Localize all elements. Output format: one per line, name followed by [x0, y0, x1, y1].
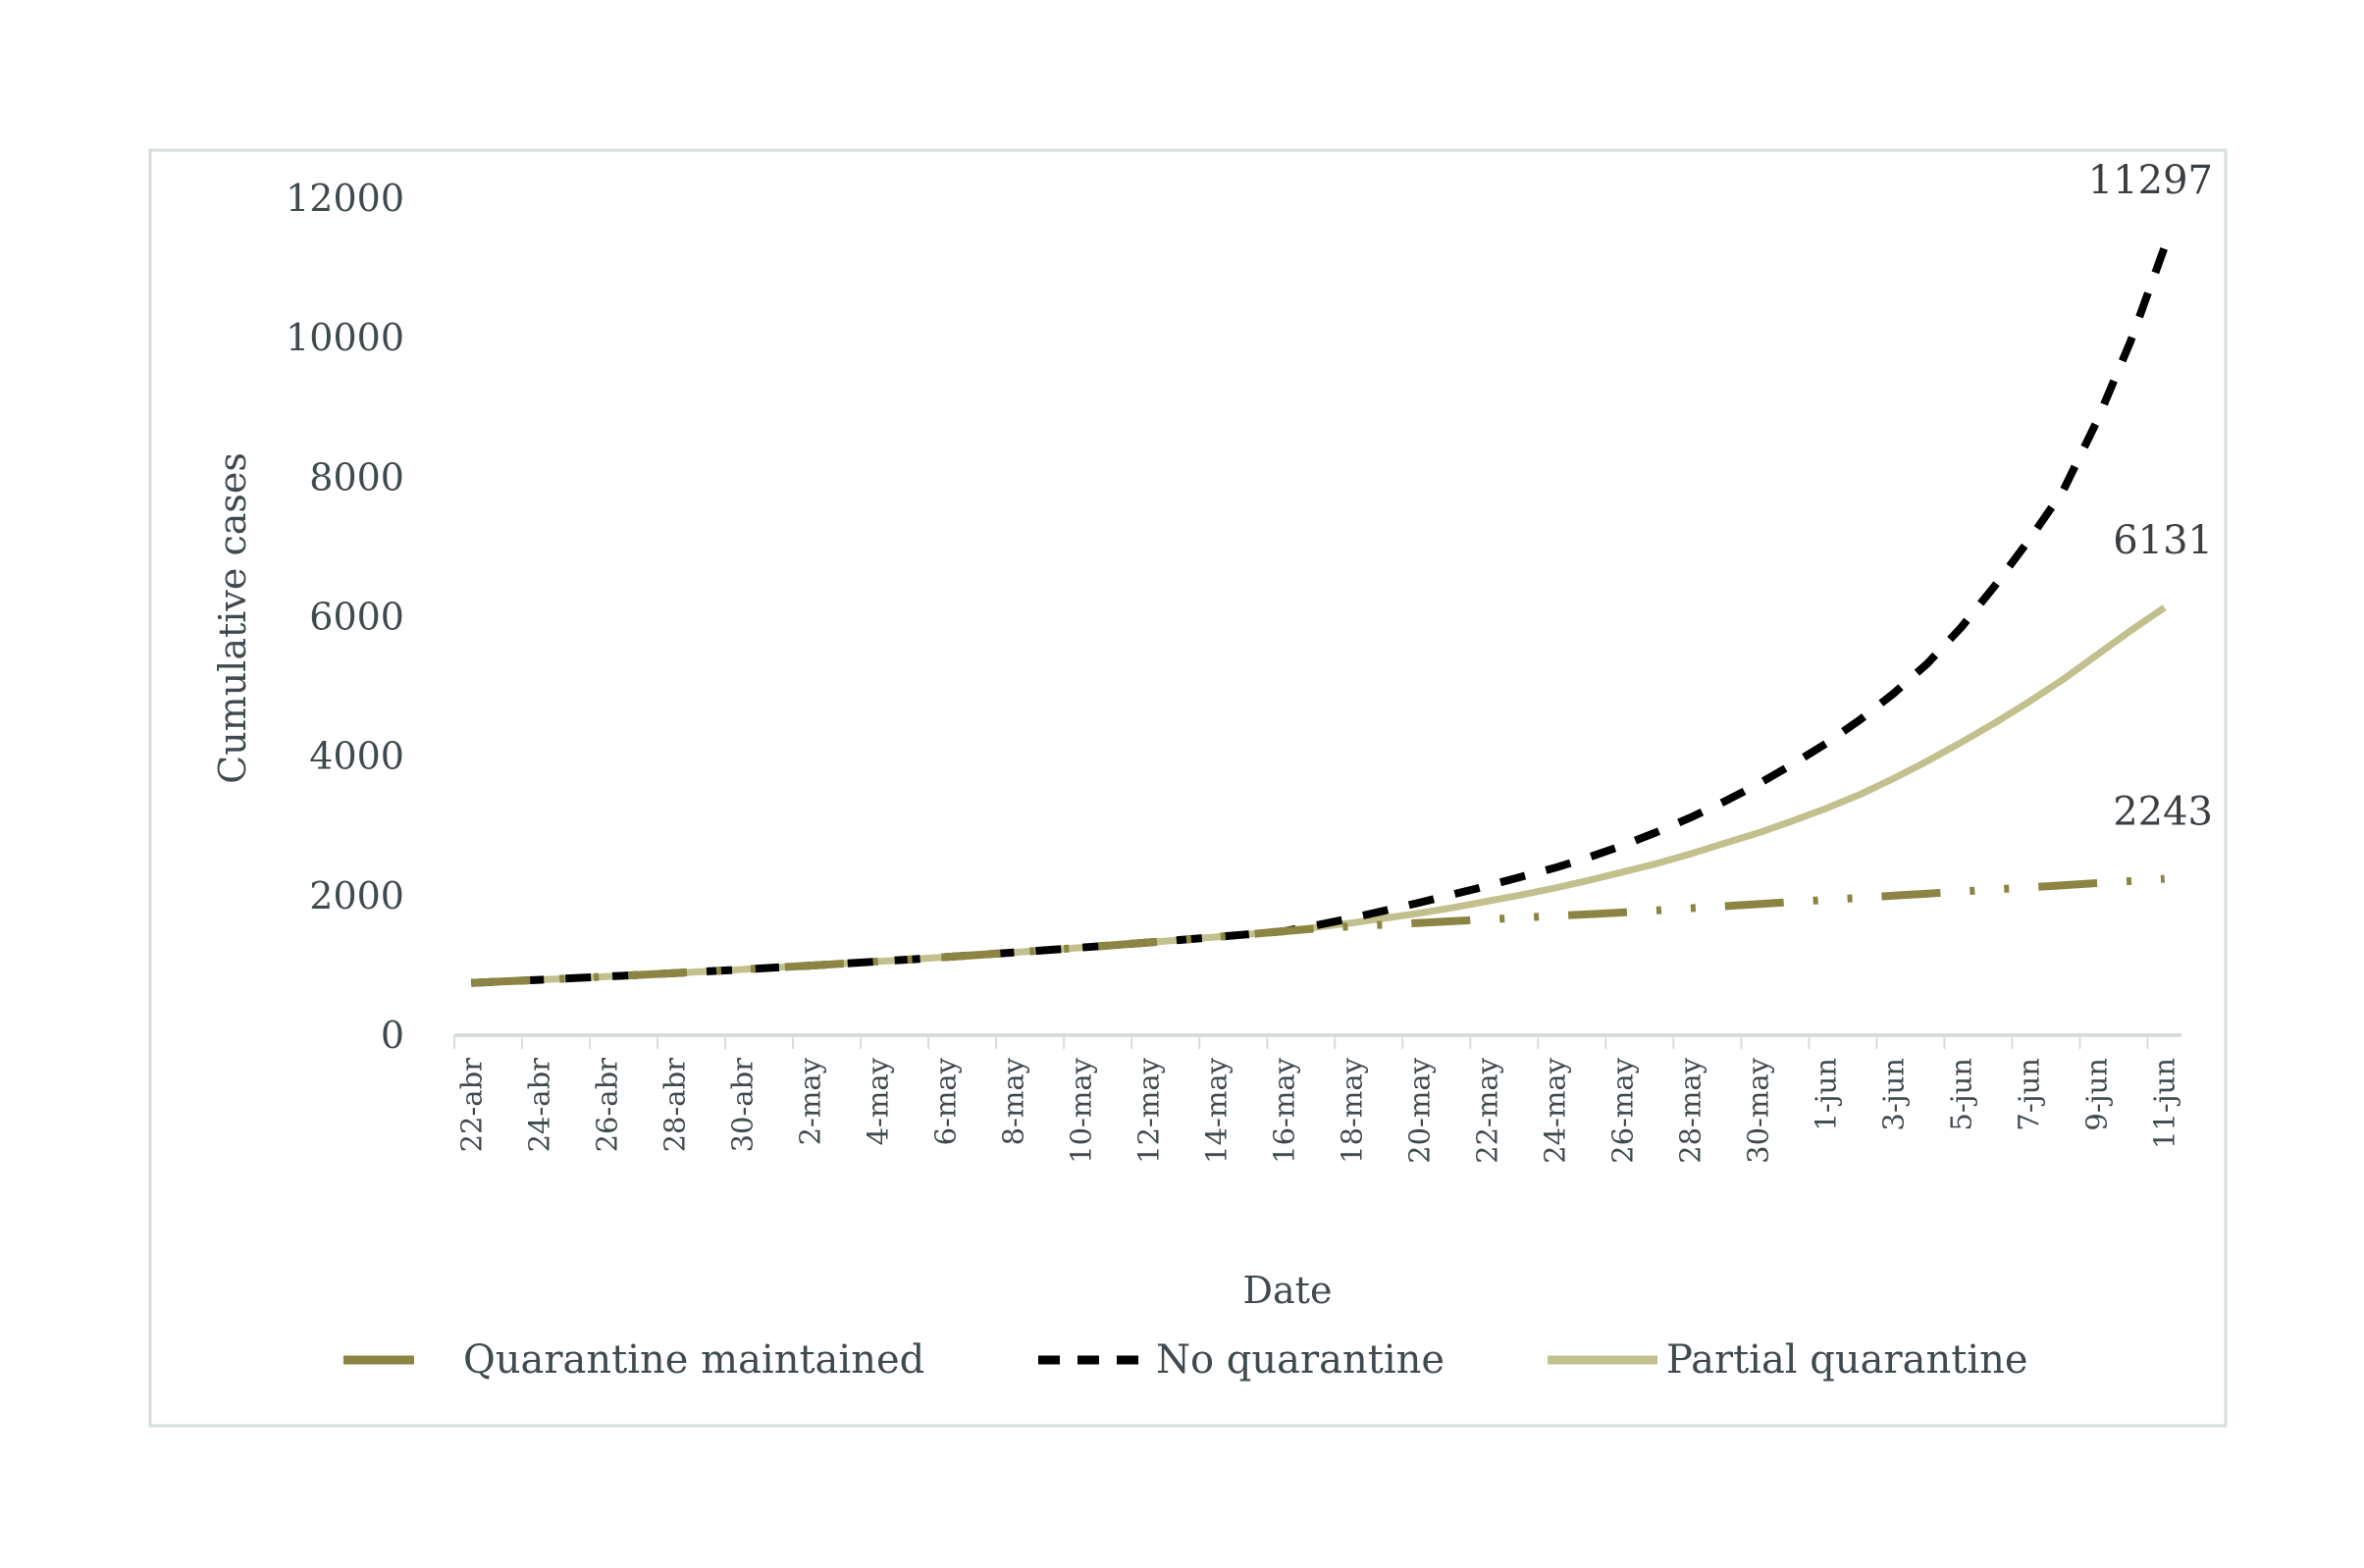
x-tick-label: 8-may: [996, 1057, 1029, 1145]
x-tick-label: 22-abr: [454, 1058, 488, 1153]
legend-label: No quarantine: [1156, 1337, 1445, 1383]
x-tick-label: 20-may: [1403, 1057, 1437, 1163]
y-tick-label: 2000: [309, 874, 404, 917]
y-tick-label: 10000: [286, 316, 404, 359]
x-tick-label: 2-may: [793, 1057, 826, 1145]
x-tick-label: 18-may: [1336, 1057, 1369, 1163]
y-axis-title: Cumulative cases: [211, 452, 254, 784]
end-data-label: 11297: [2088, 158, 2213, 203]
x-tick-label: 3-jun: [1877, 1058, 1911, 1131]
y-tick-label: 12000: [286, 177, 404, 220]
x-tick-label: 1-jun: [1810, 1058, 1843, 1131]
x-tick-label: 12-may: [1131, 1057, 1165, 1163]
y-tick-label: 8000: [309, 455, 404, 498]
x-tick-label: 4-may: [861, 1057, 894, 1145]
x-tick-label: 30-may: [1742, 1057, 1775, 1163]
x-tick-label: 28-may: [1674, 1057, 1707, 1163]
y-tick-label: 4000: [309, 735, 404, 778]
x-tick-label: 9-jun: [2080, 1058, 2114, 1131]
x-tick-label: 6-may: [928, 1057, 962, 1145]
x-tick-label: 11-jun: [2148, 1058, 2181, 1149]
legend-label: Partial quarantine: [1666, 1337, 2028, 1383]
y-tick-label: 0: [381, 1014, 404, 1057]
x-tick-label: 24-may: [1539, 1057, 1572, 1163]
x-tick-label: 22-may: [1471, 1057, 1504, 1163]
x-tick-label: 7-jun: [2013, 1058, 2046, 1131]
legend-item: Quarantine maintained: [343, 1337, 924, 1383]
legend-item: Partial quarantine: [1548, 1337, 2028, 1383]
x-axis-title: Date: [1243, 1269, 1333, 1312]
end-data-label: 6131: [2113, 518, 2213, 563]
x-tick-label: 5-jun: [1945, 1058, 1978, 1131]
x-tick-label: 24-abr: [522, 1058, 555, 1153]
legend-label: Quarantine maintained: [463, 1337, 924, 1383]
series-line-no-quarantine: [471, 245, 2169, 987]
x-tick-label: 28-abr: [657, 1058, 691, 1153]
chart-frame: [148, 148, 2228, 1428]
x-tick-label: 30-abr: [725, 1058, 759, 1153]
x-tick-label: 26-may: [1606, 1057, 1640, 1163]
x-tick-label: 10-may: [1064, 1057, 1097, 1163]
x-tick-label: 14-may: [1199, 1057, 1233, 1163]
end-data-label: 2243: [2113, 790, 2213, 835]
series-line-quarantine-maintained: [471, 874, 2165, 987]
y-tick-label: 6000: [309, 596, 404, 639]
x-tick-label: 26-abr: [590, 1058, 623, 1153]
legend-item: No quarantine: [1038, 1337, 1445, 1383]
x-tick-label: 16-may: [1267, 1057, 1300, 1163]
